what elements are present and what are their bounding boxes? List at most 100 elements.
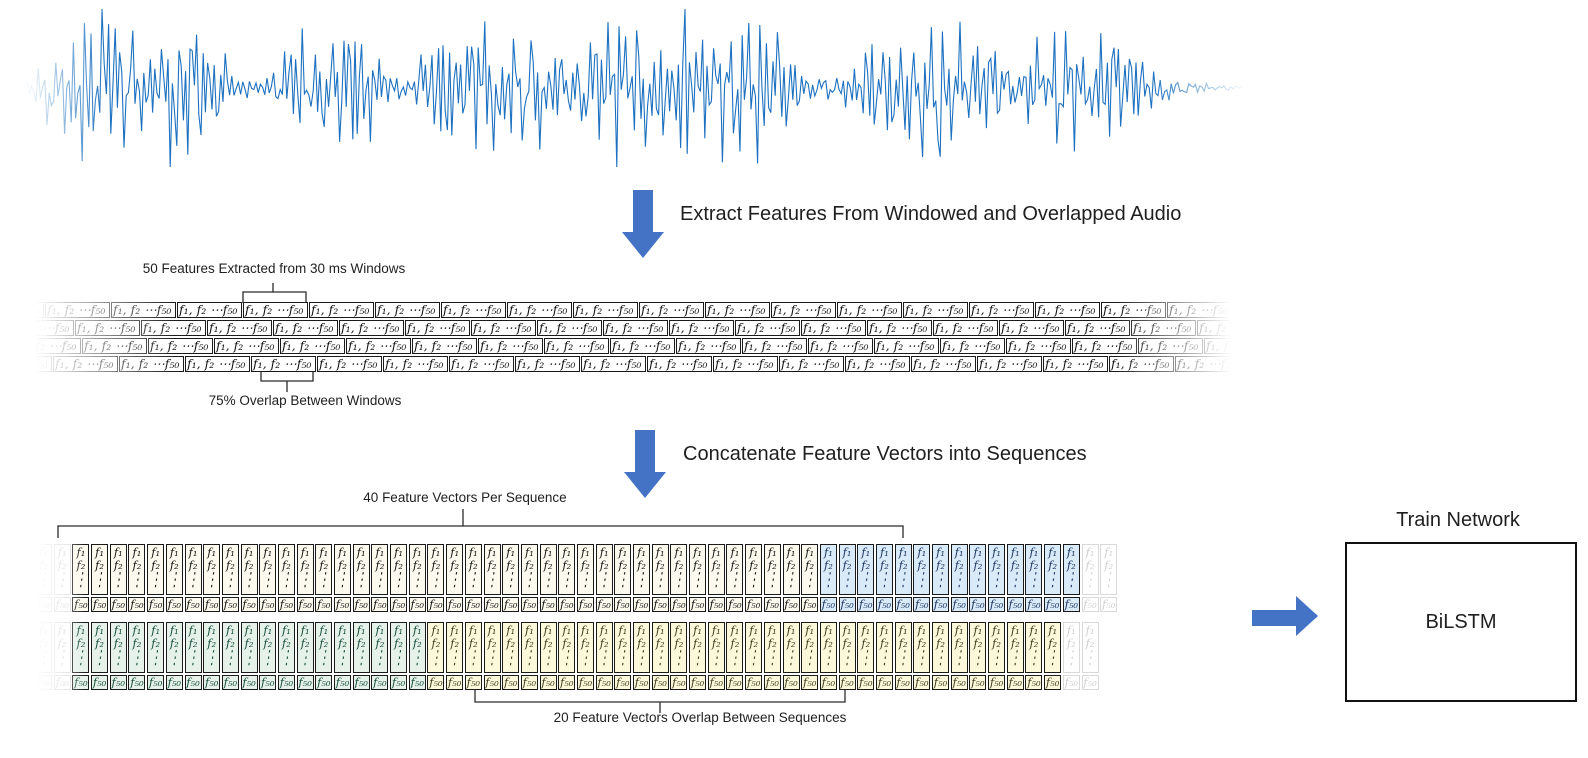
feature-vector-cell: f₁ f₂ ⋮ f₅₀ bbox=[894, 544, 912, 612]
feature-vector-cell: f₁ f₂ ⋮ f₅₀ bbox=[464, 622, 482, 690]
sequence-row-2: f₁ f₂ ⋮ f₅₀ f₁ f₂ ⋮ f₅₀ f₁ f₂ ⋮ f₅₀ f₁ f₂ ⋮ f₅₀ f₁ f₂ ⋮ f₅₀… bbox=[35, 622, 1240, 692]
feature-vector-cell: f₁ f₂ ⋮ f₅₀ bbox=[427, 622, 445, 690]
feature-window-cell: f₁, f₂ ⋯f₅₀ bbox=[537, 320, 602, 336]
feature-window-cell: f₁, f₂ ⋯f₅₀ bbox=[742, 338, 807, 354]
feature-window-cell: f₁, f₂ ⋯f₅₀ bbox=[35, 320, 74, 336]
feature-window-cell: f₁, f₂ ⋯f₅₀ bbox=[845, 356, 910, 372]
feature-window-cell: f₁, f₂ ⋯f₅₀ bbox=[1109, 356, 1174, 372]
feature-window-cell: f₁, f₂ ⋯f₅₀ bbox=[405, 320, 470, 336]
feature-vector-cell: f₁ f₂ ⋮ f₅₀ bbox=[1044, 622, 1062, 690]
feature-vector-cell: f₁ f₂ ⋮ f₅₀ bbox=[128, 544, 146, 612]
feature-vector-cell: f₁ f₂ ⋮ f₅₀ bbox=[745, 622, 763, 690]
feature-window-cell: f₁, f₂ ⋯f₅₀ bbox=[544, 338, 609, 354]
feature-vector-cell: f₁ f₂ ⋮ f₅₀ bbox=[857, 544, 875, 612]
feature-vector-cell: f₁ f₂ ⋮ f₅₀ bbox=[1006, 544, 1024, 612]
feature-window-cell: f₁, f₂ ⋯f₅₀ bbox=[1006, 338, 1071, 354]
bilstm-label: BiLSTM bbox=[1425, 610, 1497, 633]
feature-vector-cell: f₁ f₂ ⋮ f₅₀ bbox=[277, 622, 295, 690]
feature-window-cell: f₁, f₂ ⋯f₅₀ bbox=[735, 320, 800, 336]
feature-window-cell: f₁, f₂ ⋯f₅₀ bbox=[771, 302, 836, 318]
sequence-bottom-label: 20 Feature Vectors Overlap Between Seque… bbox=[553, 710, 847, 725]
feature-vector-cell: f₁ f₂ ⋮ f₅₀ bbox=[352, 622, 370, 690]
feature-vector-cell: f₁ f₂ ⋮ f₅₀ bbox=[1025, 622, 1043, 690]
feature-vector-cell: f₁ f₂ ⋮ f₅₀ bbox=[576, 544, 594, 612]
feature-vector-cell: f₁ f₂ ⋮ f₅₀ bbox=[782, 622, 800, 690]
feature-window-cell: f₁, f₂ ⋯f₅₀ bbox=[610, 338, 675, 354]
feature-vector-cell: f₁ f₂ ⋮ f₅₀ bbox=[614, 544, 632, 612]
feature-vector-cell: f₁ f₂ ⋮ f₅₀ bbox=[838, 622, 856, 690]
feature-vector-cell: f₁ f₂ ⋮ f₅₀ bbox=[72, 622, 90, 690]
feature-vector-cell: f₁ f₂ ⋮ f₅₀ bbox=[446, 544, 464, 612]
feature-vector-cell: f₁ f₂ ⋮ f₅₀ bbox=[838, 544, 856, 612]
feature-vector-cell: f₁ f₂ ⋮ f₅₀ bbox=[427, 544, 445, 612]
feature-window-cell: f₁, f₂ ⋯f₅₀ bbox=[507, 302, 572, 318]
feature-window-cell: f₁, f₂ ⋯f₅₀ bbox=[449, 356, 514, 372]
feature-vector-cell: f₁ f₂ ⋮ f₅₀ bbox=[801, 544, 819, 612]
feature-window-cell: f₁, f₂ ⋯f₅₀ bbox=[515, 356, 580, 372]
feature-vector-cell: f₁ f₂ ⋮ f₅₀ bbox=[875, 544, 893, 612]
feature-vector-cell: f₁ f₂ ⋮ f₅₀ bbox=[558, 622, 576, 690]
sequence-row-1: f₁ f₂ ⋮ f₅₀ f₁ f₂ ⋮ f₅₀ f₁ f₂ ⋮ f₅₀ f₁ f₂ ⋮ f₅₀ f₁ f₂ ⋮ f₅₀… bbox=[35, 544, 1240, 614]
brace-50-features bbox=[242, 283, 307, 303]
feature-vector-cell: f₁ f₂ ⋮ f₅₀ bbox=[109, 544, 127, 612]
feature-window-cell: f₁, f₂ ⋯f₅₀ bbox=[801, 320, 866, 336]
down-arrow-icon bbox=[624, 430, 666, 498]
feature-vector-cell: f₁ f₂ ⋮ f₅₀ bbox=[72, 544, 90, 612]
bilstm-box: BiLSTM bbox=[1345, 542, 1577, 702]
feature-window-cell: f₁, f₂ ⋯f₅₀ bbox=[1175, 356, 1231, 372]
feature-vector-cell: f₁ f₂ ⋮ f₅₀ bbox=[689, 544, 707, 612]
feature-vector-cell: f₁ f₂ ⋮ f₅₀ bbox=[819, 544, 837, 612]
feature-vector-cell: f₁ f₂ ⋮ f₅₀ bbox=[539, 544, 557, 612]
feature-vector-cell: f₁ f₂ ⋮ f₅₀ bbox=[988, 544, 1006, 612]
feature-vector-cell: f₁ f₂ ⋮ f₅₀ bbox=[53, 622, 71, 690]
feature-vector-cell: f₁ f₂ ⋮ f₅₀ bbox=[1062, 544, 1080, 612]
feature-window-cell: f₁, f₂ ⋯f₅₀ bbox=[280, 338, 345, 354]
feature-window-cell: f₁, f₂ ⋯f₅₀ bbox=[1065, 320, 1130, 336]
feature-window-cell: f₁, f₂ ⋯f₅₀ bbox=[808, 338, 873, 354]
feature-window-cell: f₁, f₂ ⋯f₅₀ bbox=[837, 302, 902, 318]
feature-window-grid: f₁, f₂ ⋯f₅₀ f₁, f₂ ⋯f₅₀ f₁, f₂ ⋯f₅₀ f₁, f₂ … bbox=[35, 302, 1231, 376]
feature-window-cell: f₁, f₂ ⋯f₅₀ bbox=[705, 302, 770, 318]
feature-window-cell: f₁, f₂ ⋯f₅₀ bbox=[119, 356, 184, 372]
feature-window-cell: f₁, f₂ ⋯f₅₀ bbox=[903, 302, 968, 318]
feature-window-cell: f₁, f₂ ⋯f₅₀ bbox=[1072, 338, 1137, 354]
feature-vector-cell: f₁ f₂ ⋮ f₅₀ bbox=[520, 622, 538, 690]
feature-window-cell: f₁, f₂ ⋯f₅₀ bbox=[933, 320, 998, 336]
feature-vector-cell: f₁ f₂ ⋮ f₅₀ bbox=[91, 622, 109, 690]
feature-window-cell: f₁, f₂ ⋯f₅₀ bbox=[1101, 302, 1166, 318]
feature-window-cell: f₁, f₂ ⋯f₅₀ bbox=[317, 356, 382, 372]
feature-window-cell: f₁, f₂ ⋯f₅₀ bbox=[669, 320, 734, 336]
feature-window-cell: f₁, f₂ ⋯f₅₀ bbox=[35, 356, 52, 372]
feature-window-cell: f₁, f₂ ⋯f₅₀ bbox=[82, 338, 147, 354]
feature-vector-cell: f₁ f₂ ⋮ f₅₀ bbox=[670, 622, 688, 690]
brace-20-overlap bbox=[474, 690, 846, 713]
feature-vector-cell: f₁ f₂ ⋮ f₅₀ bbox=[147, 622, 165, 690]
brace-40-vectors bbox=[57, 509, 904, 538]
feature-vector-cell: f₁ f₂ ⋮ f₅₀ bbox=[763, 544, 781, 612]
feature-vector-cell: f₁ f₂ ⋮ f₅₀ bbox=[390, 622, 408, 690]
feature-vector-cell: f₁ f₂ ⋮ f₅₀ bbox=[950, 622, 968, 690]
feature-vector-cell: f₁ f₂ ⋮ f₅₀ bbox=[1100, 544, 1118, 612]
feature-window-cell: f₁, f₂ ⋯f₅₀ bbox=[111, 302, 176, 318]
feature-vector-cell: f₁ f₂ ⋮ f₅₀ bbox=[483, 544, 501, 612]
feature-window-cell: f₁, f₂ ⋯f₅₀ bbox=[346, 338, 411, 354]
feature-vector-cell: f₁ f₂ ⋮ f₅₀ bbox=[147, 544, 165, 612]
feature-vector-cell: f₁ f₂ ⋮ f₅₀ bbox=[1081, 622, 1099, 690]
feature-vector-cell: f₁ f₂ ⋮ f₅₀ bbox=[614, 622, 632, 690]
feature-vector-cell: f₁ f₂ ⋮ f₅₀ bbox=[128, 622, 146, 690]
feature-window-cell: f₁, f₂ ⋯f₅₀ bbox=[977, 356, 1042, 372]
feature-window-cell: f₁, f₂ ⋯f₅₀ bbox=[1138, 338, 1203, 354]
feature-window-cell: f₁, f₂ ⋯f₅₀ bbox=[309, 302, 374, 318]
feature-vector-cell: f₁ f₂ ⋮ f₅₀ bbox=[913, 622, 931, 690]
feature-vector-cell: f₁ f₂ ⋮ f₅₀ bbox=[875, 622, 893, 690]
audio-waveform bbox=[24, 4, 1247, 172]
feature-window-cell: f₁, f₂ ⋯f₅₀ bbox=[148, 338, 213, 354]
feature-vector-cell: f₁ f₂ ⋮ f₅₀ bbox=[633, 622, 650, 690]
feature-vector-cell: f₁ f₂ ⋮ f₅₀ bbox=[35, 622, 52, 690]
feature-window-cell: f₁, f₂ ⋯f₅₀ bbox=[1131, 320, 1196, 336]
brace-75-overlap bbox=[260, 372, 314, 392]
feature-window-cell: f₁, f₂ ⋯f₅₀ bbox=[874, 338, 939, 354]
